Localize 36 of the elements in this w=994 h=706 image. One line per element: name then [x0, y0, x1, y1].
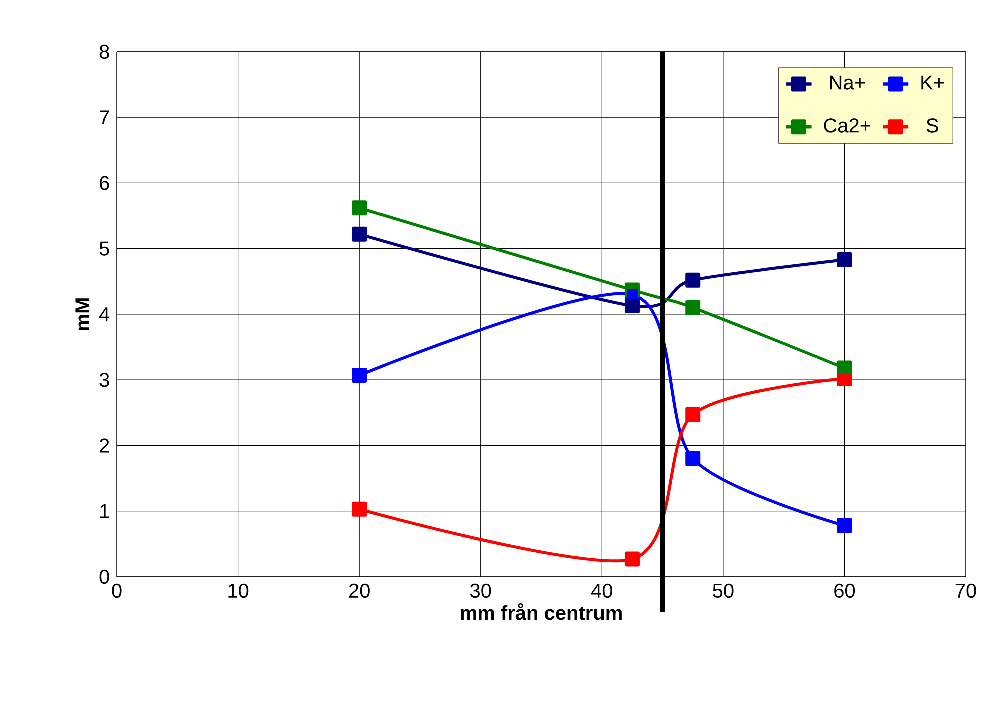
- legend-label: Ca2+: [824, 118, 871, 133]
- y-axis-title: mM: [76, 298, 90, 330]
- point: [352, 226, 368, 242]
- point: [686, 272, 701, 288]
- y-tick-label: 2: [100, 438, 110, 453]
- x-axis-title: mm från centrum: [461, 604, 622, 620]
- point: [624, 298, 640, 314]
- y-tick-label: 7: [100, 110, 110, 124]
- x-tick-label: 70: [956, 584, 976, 598]
- point: [837, 360, 852, 376]
- y-tick-label: 6: [100, 176, 110, 190]
- point: [352, 368, 368, 384]
- x-tick-label: 40: [591, 584, 612, 598]
- point: [352, 502, 368, 517]
- y-tick-label: 3: [100, 373, 110, 388]
- x-tick-label: 10: [228, 584, 249, 598]
- legend-label: S: [926, 118, 938, 133]
- x-tick-label: 20: [349, 584, 370, 598]
- y-tick-label: 1: [100, 504, 110, 518]
- point: [686, 451, 701, 466]
- x-tick-label: 50: [713, 584, 734, 598]
- y-tick-label: 0: [100, 570, 110, 584]
- legend-label: Na+: [830, 76, 865, 90]
- point: [686, 407, 701, 422]
- x-tick-label: 60: [834, 584, 856, 598]
- point: [686, 300, 701, 316]
- point: [837, 518, 852, 534]
- x-tick-label: 30: [470, 584, 492, 598]
- y-tick-label: 5: [100, 242, 110, 256]
- legend-label: K+: [922, 76, 944, 90]
- y-tick-label: 8: [100, 44, 110, 60]
- y-tick-label: 4: [99, 308, 110, 322]
- x-tick-label: 0: [112, 584, 122, 598]
- point: [352, 200, 368, 216]
- point: [624, 552, 640, 567]
- point: [837, 252, 852, 268]
